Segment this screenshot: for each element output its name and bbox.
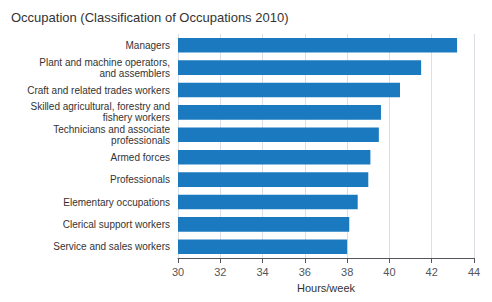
svg-text:42: 42 [426, 266, 438, 278]
svg-text:Hours/week: Hours/week [297, 282, 356, 294]
svg-text:Professionals: Professionals [110, 174, 170, 185]
svg-text:Plant and machine operators,: Plant and machine operators, [39, 57, 170, 68]
svg-text:30: 30 [172, 266, 184, 278]
svg-text:Clerical support workers: Clerical support workers [63, 219, 170, 230]
svg-text:Skilled agricultural, forestry: Skilled agricultural, forestry and [30, 101, 170, 112]
svg-text:36: 36 [299, 266, 311, 278]
svg-text:Craft and related trades worke: Craft and related trades workers [27, 85, 170, 96]
svg-text:44: 44 [468, 266, 480, 278]
svg-text:Occupation (Classification of: Occupation (Classification of Occupation… [11, 10, 288, 25]
svg-text:38: 38 [341, 266, 353, 278]
svg-text:Elementary occupations: Elementary occupations [63, 197, 170, 208]
svg-text:Service and sales workers: Service and sales workers [53, 241, 170, 252]
svg-text:Technicians and associate: Technicians and associate [53, 124, 170, 135]
svg-text:fishery workers: fishery workers [103, 112, 170, 123]
svg-text:34: 34 [256, 266, 268, 278]
svg-text:and assemblers: and assemblers [99, 68, 170, 79]
svg-text:32: 32 [214, 266, 226, 278]
svg-text:Managers: Managers [126, 40, 170, 51]
svg-text:professionals: professionals [111, 135, 170, 146]
svg-text:Armed forces: Armed forces [111, 152, 170, 163]
svg-text:40: 40 [383, 266, 395, 278]
